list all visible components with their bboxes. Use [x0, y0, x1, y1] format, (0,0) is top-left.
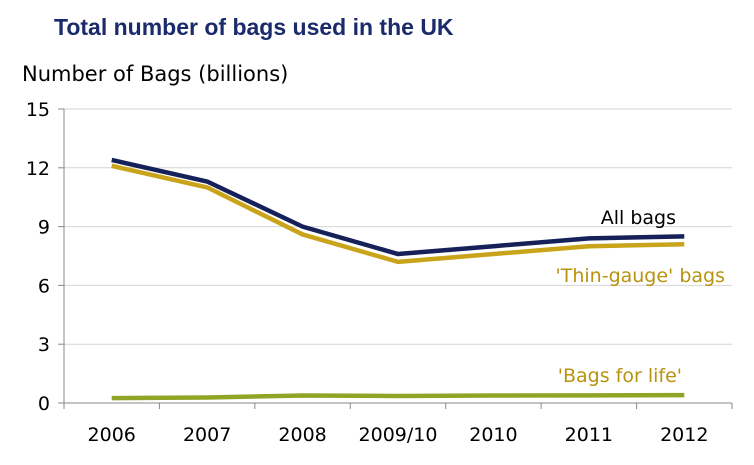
- series-label-thin-gauge-bags: 'Thin-gauge' bags: [556, 265, 725, 287]
- series-line-thin-gauge-bags: [111, 163, 685, 265]
- y-tick-label: 15: [26, 99, 50, 121]
- y-axis-label: Number of Bags (billions): [22, 62, 289, 86]
- x-tick-label: 2012: [660, 424, 708, 446]
- x-tick-label: 2007: [183, 424, 231, 446]
- series-label-all-bags: All bags: [601, 207, 676, 229]
- series-line-all-bags: [111, 157, 685, 257]
- x-tick-label: 2008: [278, 424, 326, 446]
- y-tick-label: 12: [26, 158, 50, 180]
- y-tick-label: 0: [38, 393, 50, 415]
- series-line-bags-for-life: [111, 392, 685, 401]
- y-tick-label: 6: [38, 275, 50, 297]
- y-tick-label: 9: [38, 217, 50, 239]
- chart-title: Total number of bags used in the UK: [54, 14, 454, 40]
- x-tick-label: 2006: [88, 424, 136, 446]
- x-tick-label: 2010: [469, 424, 517, 446]
- series-label-bags-for-life: 'Bags for life': [558, 365, 682, 387]
- x-tick-label: 2009/10: [359, 424, 438, 446]
- y-tick-label: 3: [38, 334, 50, 356]
- x-tick-label: 2011: [565, 424, 613, 446]
